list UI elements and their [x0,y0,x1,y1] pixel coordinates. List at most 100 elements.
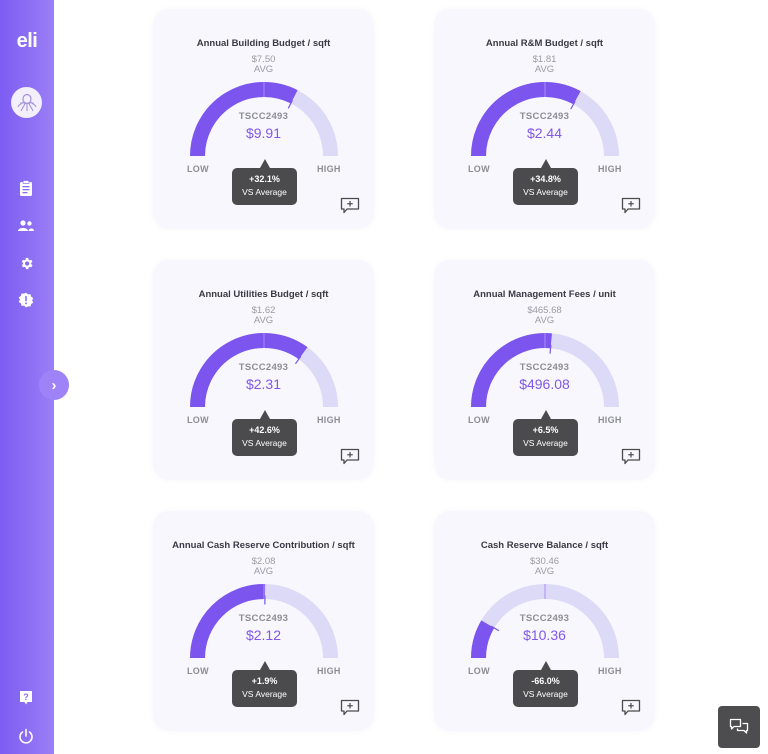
card-title: Cash Reserve Balance / sqft [480,540,609,551]
tooltip-arrow [260,159,270,168]
add-comment-button[interactable] [340,448,360,466]
gauge-chart [471,333,619,408]
gauge-low-label: LOW [468,164,490,174]
average-value: $1.81 [532,54,557,65]
average-label: AVG [534,64,555,75]
gear-icon [21,257,32,269]
card-title: Annual R&M Budget / sqft [485,38,604,49]
delta-label: VS Average [523,689,568,699]
gauge-chart [190,584,338,659]
metric-card: Annual Utilities Budget / sqft $1.62 AVG… [153,260,374,480]
average-value: $7.50 [251,54,276,65]
delta-percent: -66.0% [531,676,560,686]
gauge-high-label: HIGH [598,415,622,425]
average-value: $465.68 [527,305,562,316]
entity-value: $496.08 [519,376,570,392]
add-comment-button[interactable] [340,699,360,717]
gauge-fill [190,333,308,408]
delta-percent: +34.8% [530,174,561,184]
gauge-fill [190,584,266,659]
entity-value: $2.12 [245,627,282,643]
gauge-low-label: LOW [468,415,490,425]
metric-card: Annual R&M Budget / sqft $1.81 AVG TSCC2… [434,9,655,229]
card-title: Annual Cash Reserve Contribution / sqft [172,540,355,551]
delta-label: VS Average [242,438,287,448]
gauge-value-marker [287,100,293,109]
comment-add-icon [621,699,641,716]
average-label: AVG [253,566,274,577]
average-label: AVG [534,566,555,577]
card-title: Annual Building Budget / sqft [196,38,331,49]
average-label: AVG [534,315,555,326]
tooltip-arrow [260,410,270,419]
delta-tooltip: +1.9% VS Average [232,661,297,707]
sidebar-expand-button[interactable]: › [39,370,69,400]
entity-value: $2.44 [526,125,563,141]
comment-add-icon [340,448,360,465]
gauge-high-label: HIGH [317,666,341,676]
add-comment-button[interactable] [621,197,641,215]
gauge-fill [471,82,581,157]
delta-percent: +6.5% [532,425,559,435]
gauge-low-label: LOW [187,164,209,174]
entity-value: $2.31 [245,376,282,392]
gauge-value-marker [490,625,500,632]
entity-name: TSCC2493 [238,111,289,122]
entity-name: TSCC2493 [519,613,570,624]
average-value: $30.46 [529,556,560,567]
gauge-chart [471,82,619,157]
comment-add-icon [621,448,641,465]
metric-card: Annual Cash Reserve Contribution / sqft … [153,511,374,731]
gauge-fill [190,82,298,157]
gauge-low-label: LOW [187,666,209,676]
svg-text:?: ? [23,692,29,702]
delta-tooltip: +42.6% VS Average [232,410,297,456]
entity-name: TSCC2493 [238,613,289,624]
gauge-high-label: HIGH [317,164,341,174]
gauge-fill [471,333,552,408]
users-icon [18,220,34,231]
add-comment-button[interactable] [621,699,641,717]
delta-percent: +42.6% [249,425,280,435]
add-comment-button[interactable] [621,448,641,466]
comment-add-icon [340,699,360,716]
comment-add-icon [340,197,360,214]
average-value: $1.62 [251,305,276,316]
comment-add-icon [621,197,641,214]
delta-label: VS Average [523,187,568,197]
average-value: $2.08 [251,556,276,567]
clipboard-icon [20,180,32,196]
sidebar-item-alerts[interactable] [17,291,35,309]
tooltip-arrow [260,661,270,670]
gauge-value-marker [570,100,576,110]
gauge-value-marker [549,344,552,354]
tooltip-arrow [541,410,551,419]
sidebar-item-logout[interactable] [17,727,35,745]
card-title: Annual Management Fees / unit [473,289,616,300]
tooltip-arrow [541,661,551,670]
tooltip-arrow [541,159,551,168]
gauge-chart [471,584,619,659]
delta-percent: +1.9% [251,676,278,686]
chevron-right-icon: › [51,376,57,394]
metric-card: Cash Reserve Balance / sqft $30.46 AVG T… [434,511,655,731]
chat-bubbles-icon [729,718,749,734]
delta-label: VS Average [242,689,287,699]
gauge-value-marker [294,356,302,365]
delta-tooltip: +32.1% VS Average [232,159,297,205]
entity-name: TSCC2493 [238,362,289,373]
gauge-fill [471,620,495,659]
average-label: AVG [253,315,274,326]
sidebar-item-help[interactable]: ? [17,689,35,707]
gauge-high-label: HIGH [598,164,622,174]
avatar[interactable] [11,87,42,118]
app-logo[interactable]: eli [16,30,38,52]
delta-percent: +32.1% [249,174,280,184]
sidebar-item-settings[interactable] [17,254,35,272]
add-comment-button[interactable] [340,197,360,215]
sidebar-item-users[interactable] [17,217,35,235]
delta-tooltip: +6.5% VS Average [513,410,578,456]
delta-label: VS Average [523,438,568,448]
sidebar-item-reports[interactable] [17,179,35,197]
chat-button[interactable] [718,706,760,748]
